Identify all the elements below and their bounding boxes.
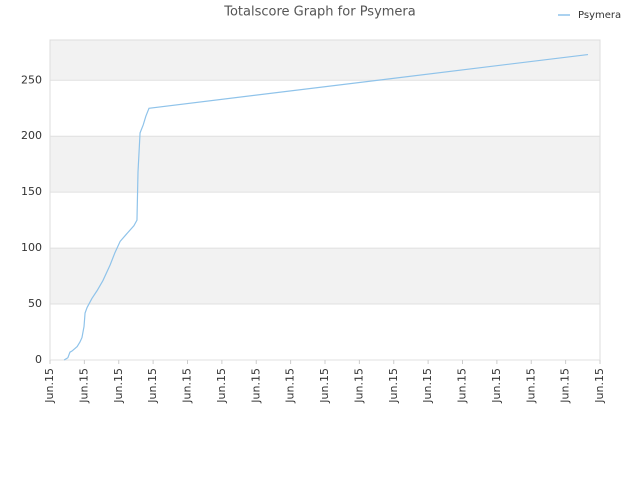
y-tick-label: 100 xyxy=(21,241,42,254)
x-tick-label: Jun.15 xyxy=(456,368,469,404)
x-tick-label: Jun.15 xyxy=(215,368,228,404)
x-tick-label: Jun.15 xyxy=(181,368,194,404)
y-tick-label: 150 xyxy=(21,185,42,198)
x-tick-label: Jun.15 xyxy=(559,368,572,404)
x-tick-label: Jun.15 xyxy=(77,368,90,404)
x-tick-label: Jun.15 xyxy=(284,368,297,404)
x-tick-label: Jun.15 xyxy=(524,368,537,404)
x-tick-label: Jun.15 xyxy=(146,368,159,404)
legend-label: Psymera xyxy=(578,10,621,21)
grid-band xyxy=(50,40,600,81)
y-tick-label: 50 xyxy=(28,297,42,310)
x-tick-label: Jun.15 xyxy=(112,368,125,404)
x-tick-label: Jun.15 xyxy=(318,368,331,404)
x-tick-label: Jun.15 xyxy=(421,368,434,404)
y-tick-label: 250 xyxy=(21,73,42,86)
grid-band xyxy=(50,248,600,305)
x-tick-label: Jun.15 xyxy=(249,368,262,404)
x-tick-label: Jun.15 xyxy=(352,368,365,404)
y-tick-label: 0 xyxy=(35,353,42,366)
x-tick-label: Jun.15 xyxy=(593,368,606,404)
y-tick-label: 200 xyxy=(21,129,42,142)
x-tick-label: Jun.15 xyxy=(490,368,503,404)
data-line xyxy=(63,53,589,361)
x-tick-label: Jun.15 xyxy=(387,368,400,404)
grid-band xyxy=(50,192,600,249)
grid-band xyxy=(50,304,600,360)
chart-title: Totalscore Graph for Psymera xyxy=(223,5,416,20)
grid-band xyxy=(50,136,600,193)
x-tick-label: Jun.15 xyxy=(43,368,56,404)
grid-band xyxy=(50,80,600,137)
